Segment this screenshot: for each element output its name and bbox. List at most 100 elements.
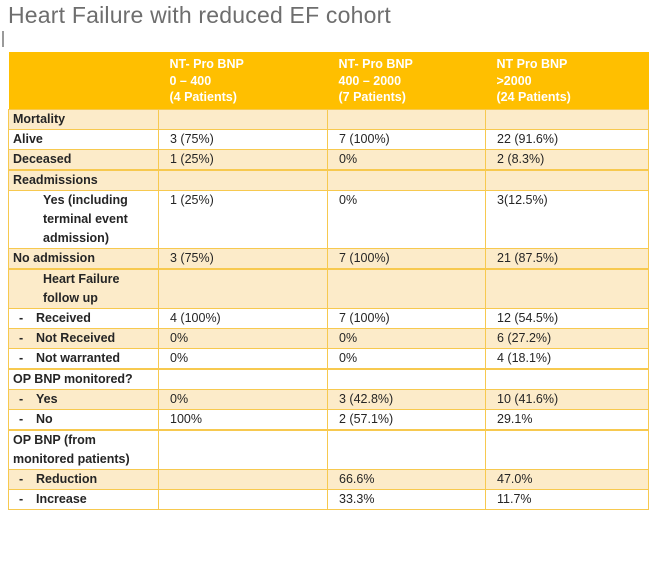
value-cell-col2[interactable]: 0% (327, 189, 486, 249)
row-label-cell[interactable]: Alive (8, 128, 159, 150)
row-label-cell[interactable]: - Not warranted (8, 347, 159, 369)
value-cell-col2[interactable] (327, 429, 486, 470)
row-label-cell[interactable]: Mortality (8, 108, 159, 130)
row-label: Received (36, 310, 91, 325)
table-row: OP BNP (from monitored patients) (8, 429, 649, 470)
value-cell-col1[interactable]: 1 (25%) (158, 189, 328, 249)
table-row: - Yes 0% 3 (42.8%) 10 (41.6%) (8, 388, 649, 410)
column-header-0[interactable] (8, 52, 159, 109)
row-label-cell[interactable]: - Yes (8, 388, 159, 410)
table-row: - Received 4 (100%) 7 (100%) 12 (54.5%) (8, 307, 649, 329)
value-cell-col1[interactable]: 4 (100%) (158, 307, 328, 329)
value-cell-col1[interactable]: 100% (158, 408, 328, 430)
table-row: Deceased 1 (25%) 0% 2 (8.3%) (8, 148, 649, 170)
row-label-cell[interactable]: - Reduction (8, 468, 159, 490)
value-cell-col2[interactable]: 66.6% (327, 468, 486, 490)
value-cell-col3[interactable]: 2 (8.3%) (485, 148, 649, 170)
row-label-cell[interactable]: - No (8, 408, 159, 430)
column-header-1[interactable]: NT- Pro BNP 0 – 400 (4 Patients) (158, 52, 328, 109)
value-cell-col2[interactable]: 33.3% (327, 488, 486, 510)
column-header-3[interactable]: NT Pro BNP >2000 (24 Patients) (485, 52, 649, 109)
row-label: Yes (including terminal event admission) (43, 192, 128, 245)
column-header-2[interactable]: NT- Pro BNP 400 – 2000 (7 Patients) (327, 52, 486, 109)
slide-title[interactable]: Heart Failure with reduced EF cohort (8, 2, 392, 28)
value-cell-col1[interactable]: 3 (75%) (158, 247, 328, 269)
row-label-cell[interactable]: - Increase (8, 488, 159, 510)
table-row: Alive 3 (75%) 7 (100%) 22 (91.6%) (8, 128, 649, 150)
row-label: Yes (36, 391, 58, 406)
value-cell-col3[interactable]: 4 (18.1%) (485, 347, 649, 369)
row-label: No (36, 411, 53, 426)
row-label-cell[interactable]: Readmissions (8, 169, 159, 191)
value-cell-col3[interactable]: 3(12.5%) (485, 189, 649, 249)
value-cell-col1[interactable]: 1 (25%) (158, 148, 328, 170)
value-cell-col3[interactable] (485, 169, 649, 191)
list-dash: - (19, 350, 24, 365)
value-cell-col3[interactable]: 6 (27.2%) (485, 327, 649, 349)
value-cell-col3[interactable]: 10 (41.6%) (485, 388, 649, 410)
value-cell-col1[interactable] (158, 108, 328, 130)
row-label-cell[interactable]: Deceased (8, 148, 159, 170)
value-cell-col2[interactable]: 0% (327, 347, 486, 369)
row-label: Readmissions (13, 172, 98, 187)
value-cell-col3[interactable]: 12 (54.5%) (485, 307, 649, 329)
row-label-cell[interactable]: - Not Received (8, 327, 159, 349)
value-cell-col2[interactable] (327, 169, 486, 191)
value-cell-col3[interactable]: 21 (87.5%) (485, 247, 649, 269)
value-cell-col1[interactable] (158, 169, 328, 191)
value-cell-col3[interactable]: 22 (91.6%) (485, 128, 649, 150)
value-cell-col1[interactable] (158, 488, 328, 510)
value-cell-col2[interactable]: 7 (100%) (327, 307, 486, 329)
value-cell-col3[interactable]: 29.1% (485, 408, 649, 430)
value-cell-col3[interactable] (485, 368, 649, 390)
list-dash: - (19, 391, 24, 406)
row-label-cell[interactable]: Yes (including terminal event admission) (8, 189, 159, 249)
row-label-cell[interactable]: No admission (8, 247, 159, 269)
row-label: Alive (13, 131, 43, 146)
value-cell-col2[interactable]: 7 (100%) (327, 128, 486, 150)
value-cell-col1[interactable]: 0% (158, 327, 328, 349)
table-row: Heart Failure follow up (8, 268, 649, 309)
value-cell-col2[interactable]: 0% (327, 327, 486, 349)
value-cell-col2[interactable] (327, 108, 486, 130)
row-label-cell[interactable]: Heart Failure follow up (8, 268, 159, 309)
table-row: No admission 3 (75%) 7 (100%) 21 (87.5%) (8, 247, 649, 269)
row-label: Reduction (36, 471, 98, 486)
value-cell-col1[interactable]: 0% (158, 347, 328, 369)
value-cell-col1[interactable] (158, 368, 328, 390)
value-cell-col2[interactable]: 7 (100%) (327, 247, 486, 269)
text-cursor (2, 31, 4, 47)
value-cell-col3[interactable] (485, 108, 649, 130)
value-cell-col2[interactable] (327, 368, 486, 390)
value-cell-col1[interactable]: 0% (158, 388, 328, 410)
value-cell-col1[interactable] (158, 268, 328, 309)
table-row: - Not Received 0% 0% 6 (27.2%) (8, 327, 649, 349)
cohort-table: NT- Pro BNP 0 – 400 (4 Patients) NT- Pro … (8, 52, 649, 510)
list-dash: - (19, 330, 24, 345)
row-label: Not warranted (36, 350, 121, 365)
row-label-cell[interactable]: - Received (8, 307, 159, 329)
table-row: - Not warranted 0% 0% 4 (18.1%) (8, 347, 649, 369)
value-cell-col3[interactable] (485, 429, 649, 470)
table-row: Yes (including terminal event admission)… (8, 189, 649, 249)
table-row: Mortality (8, 108, 649, 130)
value-cell-col2[interactable]: 2 (57.1%) (327, 408, 486, 430)
value-cell-col3[interactable]: 47.0% (485, 468, 649, 490)
value-cell-col1[interactable] (158, 468, 328, 490)
row-label-cell[interactable]: OP BNP (from monitored patients) (8, 429, 159, 470)
row-label: OP BNP (from monitored patients) (13, 432, 130, 466)
value-cell-col3[interactable]: 11.7% (485, 488, 649, 510)
value-cell-col1[interactable] (158, 429, 328, 470)
table-header-row: NT- Pro BNP 0 – 400 (4 Patients) NT- Pro … (8, 52, 649, 109)
row-label: Mortality (13, 111, 66, 126)
value-cell-col2[interactable]: 3 (42.8%) (327, 388, 486, 410)
list-dash: - (19, 411, 24, 426)
value-cell-col1[interactable]: 3 (75%) (158, 128, 328, 150)
table-row: Readmissions (8, 169, 649, 191)
value-cell-col2[interactable] (327, 268, 486, 309)
value-cell-col3[interactable] (485, 268, 649, 309)
row-label-cell[interactable]: OP BNP monitored? (8, 368, 159, 390)
row-label: OP BNP monitored? (13, 371, 133, 386)
value-cell-col2[interactable]: 0% (327, 148, 486, 170)
